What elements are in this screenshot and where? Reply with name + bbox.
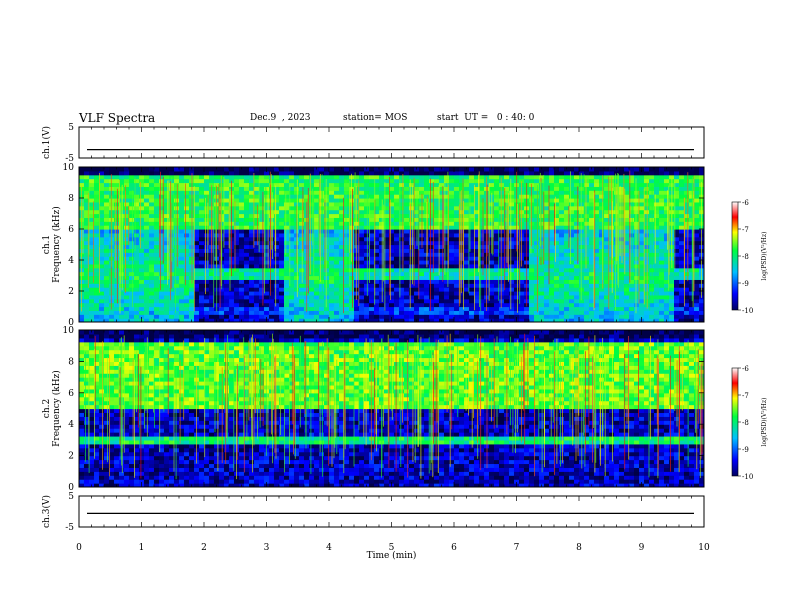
x-tick-label: 2 [201,543,207,553]
y-tick-label: 4 [68,256,74,266]
y-axis-label: ch.2 [42,399,52,418]
y-tick-label: 2 [68,287,74,297]
x-tick-label: 5 [389,543,395,553]
colorbar-tick-label: -8 [742,419,749,427]
x-tick-label: 6 [451,543,457,553]
x-tick-label: 7 [514,543,520,553]
y-tick-label: 10 [63,163,75,173]
x-tick-label: 8 [576,543,582,553]
ch1-spectrogram-image [79,167,704,322]
date-label: Dec.9 , 2023 [250,113,311,123]
colorbar-tick-label: -7 [742,392,749,400]
y-tick-label: 10 [63,326,75,336]
y-axis-label: Frequency (kHz) [51,206,62,283]
chart-title: VLF Spectra [79,111,156,125]
y-tick-label: 2 [68,452,74,462]
colorbar-tick-label: -10 [742,473,753,481]
x-axis-label: Time (min) [367,550,417,561]
colorbar-tick-label: -8 [742,253,749,261]
y-axis-label: Frequency (kHz) [51,370,62,447]
y-tick-label: 4 [68,420,74,430]
y-axis-label: ch.1(V) [41,126,52,159]
y-tick-label: 8 [68,357,74,367]
y-tick-label: 5 [68,123,74,133]
y-tick-label: -5 [65,154,74,164]
y-tick-label: 6 [68,389,74,399]
colorbar [731,201,739,311]
colorbar-tick-label: -6 [742,365,749,373]
x-tick-label: 3 [264,543,270,553]
colorbar-tick-label: -9 [742,280,749,288]
x-tick-label: 9 [639,543,645,553]
x-tick-label: 1 [139,543,145,553]
y-tick-label: -5 [65,523,74,533]
colorbar-label: log(PSD)(V²/Hz) [761,398,768,447]
y-axis-label: ch.3(V) [41,495,52,528]
start-time-label: start UT = 0 : 40: 0 [437,113,535,123]
x-tick-label: 4 [326,543,332,553]
y-tick-label: 0 [68,483,74,493]
colorbar-label: log(PSD)(V²/Hz) [761,232,768,281]
colorbar-tick-label: -6 [742,199,749,207]
colorbar [731,367,739,477]
colorbar-tick-label: -10 [742,307,753,315]
station-label: station= MOS [343,113,408,123]
y-tick-label: 0 [68,318,74,328]
y-tick-label: 5 [68,492,74,502]
x-tick-label: 0 [76,543,82,553]
colorbar-tick-label: -9 [742,446,749,454]
y-tick-label: 6 [68,225,74,235]
colorbar-tick-label: -7 [742,226,749,234]
ch2-spectrogram-image [79,330,704,487]
y-axis-label: ch.1 [42,235,52,254]
x-tick-label: 10 [698,543,710,553]
y-tick-label: 8 [68,194,74,204]
